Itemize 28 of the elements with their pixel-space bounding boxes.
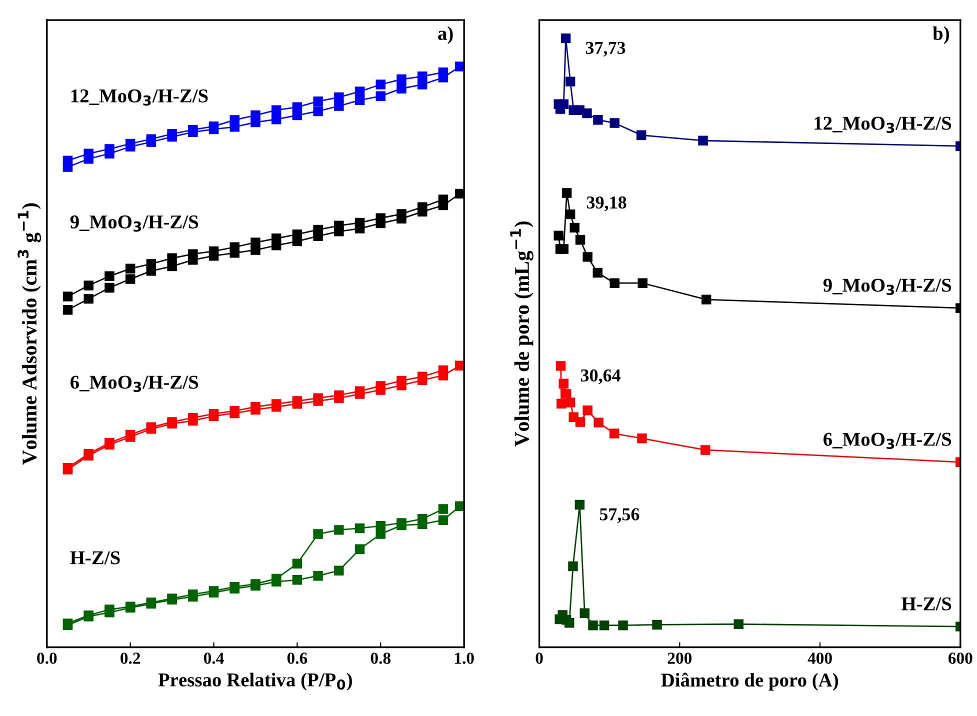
y-axis-title: Volume Adsorvido (cm$^{3}$ g$^{−1}$) [18,203,41,465]
x-tick-label: 0.8 [370,652,391,664]
series-label: 6_MoO$_{3}$/H-Z/S [70,376,198,392]
series-label: 6_MoO$_{3}$/H-Z/S [824,432,952,450]
x-axis-title: Pressao Relativa (P/P$_{0}$) [158,672,352,690]
annotation: 37,73 [586,42,626,57]
text: H-Z/S [70,551,120,564]
x-tick-label: 0.2 [120,652,140,664]
annotation: 30,64 [580,369,621,384]
series-label: 9_MoO$_{3}$/H-Z/S [823,278,952,295]
series-label: 12_MoO$_{3}$/H-Z/S [71,89,208,106]
x-tick-label: 1.0 [454,652,474,664]
x-tick-label: 600 [948,652,972,664]
x-tick-label: 0.6 [287,652,308,664]
series-label: H-Z/S [902,597,952,610]
x-tick-label: 0.4 [204,652,224,664]
series-label: 12_MoO$_{3}$/H-Z/S [814,116,952,134]
x-tick-label: 0.0 [37,652,57,664]
x-tick-label: 0 [536,652,543,664]
x-tick-label: 400 [808,652,832,664]
annotation: b) [932,26,950,44]
annotation: 57,56 [600,508,640,524]
x-tick-label: 200 [668,652,692,664]
annotation: 39,18 [586,196,626,212]
series-label: 9_MoO$_{3}$/H-Z/S [70,215,198,232]
text: a) [438,26,453,44]
x-axis-title: Diâmetro de poro (A) [661,672,838,691]
y-axis-title: Volume de poro (mLg$^{−1}$) [510,221,534,447]
